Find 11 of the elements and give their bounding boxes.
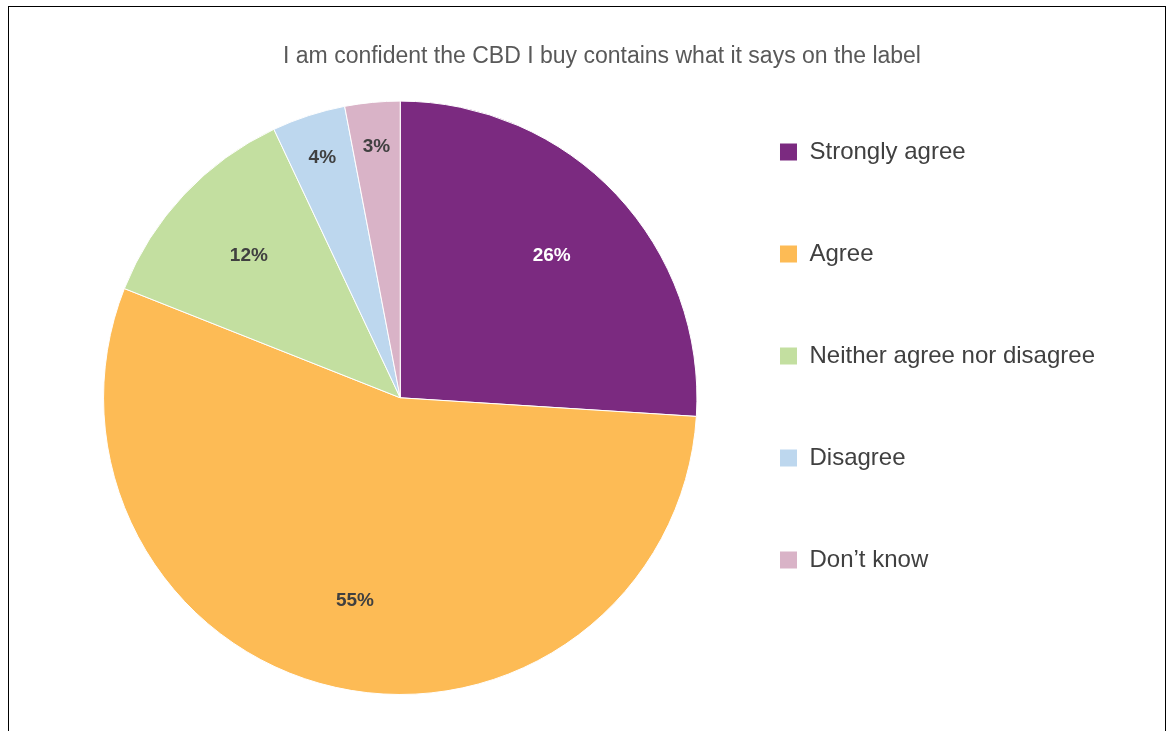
legend-label: Agree	[809, 238, 874, 266]
legend-label: Strongly agree	[809, 136, 966, 164]
chart-title: I am confident the CBD I buy contains what it says on the label	[283, 42, 921, 69]
data-label: 3%	[362, 134, 391, 156]
data-label: 12%	[229, 243, 268, 265]
legend-label: Disagree	[809, 442, 906, 470]
data-label: 4%	[308, 146, 337, 168]
data-label: 55%	[335, 588, 375, 610]
data-label: 26%	[532, 243, 571, 265]
legend-label: Neither agree nor disagree	[809, 340, 1096, 368]
legend-label: Don’t know	[809, 544, 929, 572]
